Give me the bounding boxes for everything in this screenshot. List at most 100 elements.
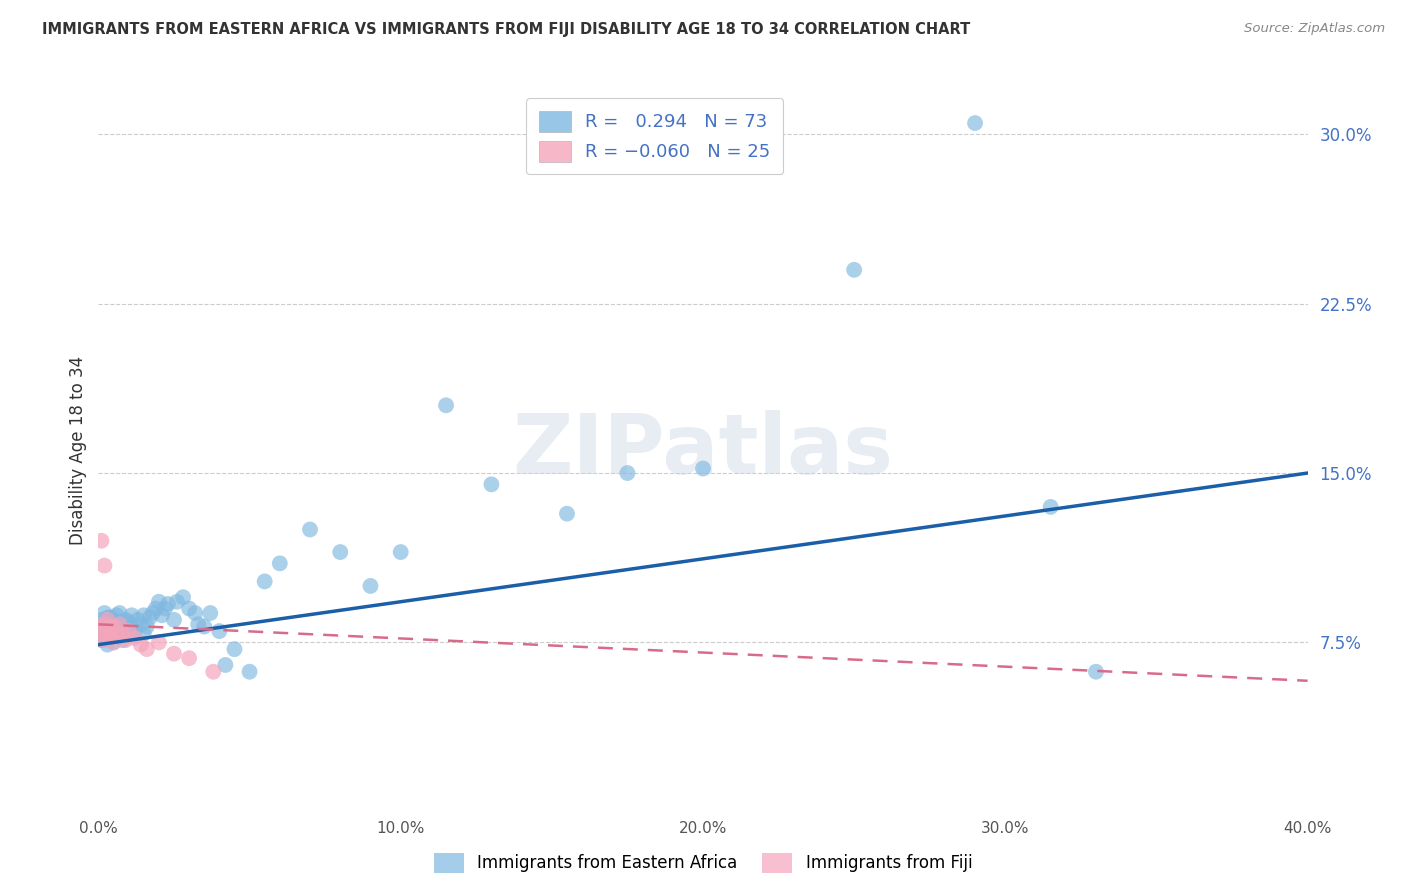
Point xyxy=(118,624,141,639)
Point xyxy=(96,617,118,632)
Point xyxy=(239,665,262,679)
Point xyxy=(105,619,128,633)
Legend: Immigrants from Eastern Africa, Immigrants from Fiji: Immigrants from Eastern Africa, Immigran… xyxy=(427,847,979,880)
Point xyxy=(96,629,118,643)
Point xyxy=(127,613,149,627)
Point xyxy=(224,642,246,657)
Point xyxy=(1085,665,1108,679)
Point xyxy=(193,619,215,633)
Point xyxy=(148,595,170,609)
Point xyxy=(93,617,115,632)
Point xyxy=(108,606,131,620)
Point xyxy=(214,657,236,672)
Point xyxy=(150,608,173,623)
Point xyxy=(114,613,136,627)
Point xyxy=(96,622,118,636)
Point xyxy=(253,574,276,589)
Point xyxy=(105,629,128,643)
Point xyxy=(434,398,457,412)
Point xyxy=(93,606,115,620)
Point xyxy=(100,619,122,633)
Point xyxy=(96,624,118,639)
Point xyxy=(90,619,112,633)
Point xyxy=(179,651,201,665)
Point xyxy=(111,626,134,640)
Point xyxy=(96,610,118,624)
Point xyxy=(142,606,165,620)
Point xyxy=(103,613,125,627)
Point xyxy=(129,638,152,652)
Point xyxy=(100,626,122,640)
Point xyxy=(118,615,141,629)
Point xyxy=(93,629,115,643)
Point xyxy=(90,533,112,548)
Point xyxy=(844,262,866,277)
Point xyxy=(132,626,155,640)
Point xyxy=(103,626,125,640)
Point xyxy=(114,633,136,648)
Point xyxy=(555,507,578,521)
Point xyxy=(148,635,170,649)
Point xyxy=(184,606,207,620)
Point xyxy=(132,608,155,623)
Point xyxy=(108,617,131,632)
Point xyxy=(121,608,143,623)
Point xyxy=(100,631,122,645)
Point xyxy=(360,579,382,593)
Point xyxy=(481,477,503,491)
Point xyxy=(208,624,231,639)
Point xyxy=(202,665,225,679)
Point xyxy=(93,617,115,632)
Point xyxy=(93,624,115,639)
Point xyxy=(96,613,118,627)
Text: IMMIGRANTS FROM EASTERN AFRICA VS IMMIGRANTS FROM FIJI DISABILITY AGE 18 TO 34 C: IMMIGRANTS FROM EASTERN AFRICA VS IMMIGR… xyxy=(42,22,970,37)
Point xyxy=(153,601,176,615)
Point xyxy=(299,523,322,537)
Point xyxy=(90,626,112,640)
Point xyxy=(121,619,143,633)
Point xyxy=(90,633,112,648)
Point xyxy=(179,601,201,615)
Point xyxy=(118,626,141,640)
Point xyxy=(329,545,352,559)
Point xyxy=(100,610,122,624)
Point xyxy=(108,629,131,643)
Point xyxy=(93,558,115,573)
Point xyxy=(269,557,291,571)
Point xyxy=(965,116,987,130)
Point xyxy=(100,619,122,633)
Point xyxy=(166,595,188,609)
Point xyxy=(90,619,112,633)
Point xyxy=(145,601,167,615)
Text: ZIPatlas: ZIPatlas xyxy=(513,410,893,491)
Point xyxy=(1039,500,1062,514)
Point xyxy=(389,545,412,559)
Point xyxy=(103,635,125,649)
Point xyxy=(108,617,131,632)
Point xyxy=(139,610,162,624)
Point xyxy=(103,624,125,639)
Point xyxy=(200,606,222,620)
Point xyxy=(111,622,134,636)
Point xyxy=(135,619,157,633)
Point xyxy=(156,597,179,611)
Text: Source: ZipAtlas.com: Source: ZipAtlas.com xyxy=(1244,22,1385,36)
Point xyxy=(692,461,714,475)
Point xyxy=(114,624,136,639)
Point xyxy=(135,642,157,657)
Point xyxy=(163,613,186,627)
Point xyxy=(111,633,134,648)
Point xyxy=(96,638,118,652)
Y-axis label: Disability Age 18 to 34: Disability Age 18 to 34 xyxy=(69,356,87,545)
Point xyxy=(172,591,194,605)
Point xyxy=(124,624,146,639)
Point xyxy=(129,617,152,632)
Point xyxy=(90,613,112,627)
Point xyxy=(103,619,125,633)
Point xyxy=(103,635,125,649)
Point xyxy=(96,626,118,640)
Point xyxy=(187,617,209,632)
Point xyxy=(616,466,638,480)
Point xyxy=(124,631,146,645)
Point xyxy=(163,647,186,661)
